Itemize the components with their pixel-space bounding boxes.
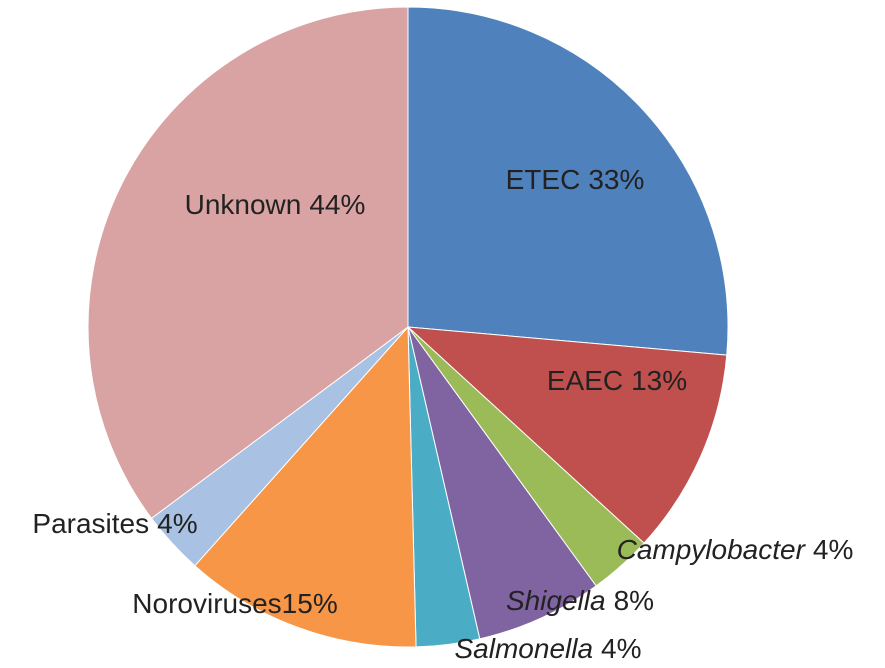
slice-label: Campylobacter 4% <box>617 534 854 565</box>
slice-name: ETEC <box>506 164 581 195</box>
slice-label: Shigella 8% <box>506 585 654 616</box>
slice-name: Salmonella <box>455 633 594 664</box>
slice-name: Noroviruses <box>132 588 281 619</box>
slice-label: Parasites 4% <box>32 508 197 539</box>
slice-name: Parasites <box>32 508 149 539</box>
slice-name: EAEC <box>547 365 623 396</box>
slice-value: 33% <box>588 164 644 195</box>
pie-slice <box>194 325 417 648</box>
slice-value: 4% <box>601 633 641 664</box>
pie-slice <box>406 326 728 544</box>
slice-label: ETEC 33% <box>506 164 645 195</box>
slice-value: 15% <box>282 588 338 619</box>
slice-value: 8% <box>614 585 654 616</box>
pie-slice <box>407 326 597 640</box>
slice-label: Salmonella 4% <box>455 633 642 664</box>
slice-name: Unknown <box>185 189 302 220</box>
slice-value: 4% <box>813 534 853 565</box>
slice-value: 44% <box>309 189 365 220</box>
slice-label: EAEC 13% <box>547 365 687 396</box>
slice-label: Unknown 44% <box>185 189 366 220</box>
slice-name: Shigella <box>506 585 606 616</box>
pie-slice <box>407 6 729 356</box>
slice-value: 13% <box>631 365 687 396</box>
pie-slice <box>87 6 409 520</box>
slice-value: 4% <box>157 508 197 539</box>
slice-label: Noroviruses15% <box>132 588 337 619</box>
slice-name: Campylobacter <box>617 534 807 565</box>
